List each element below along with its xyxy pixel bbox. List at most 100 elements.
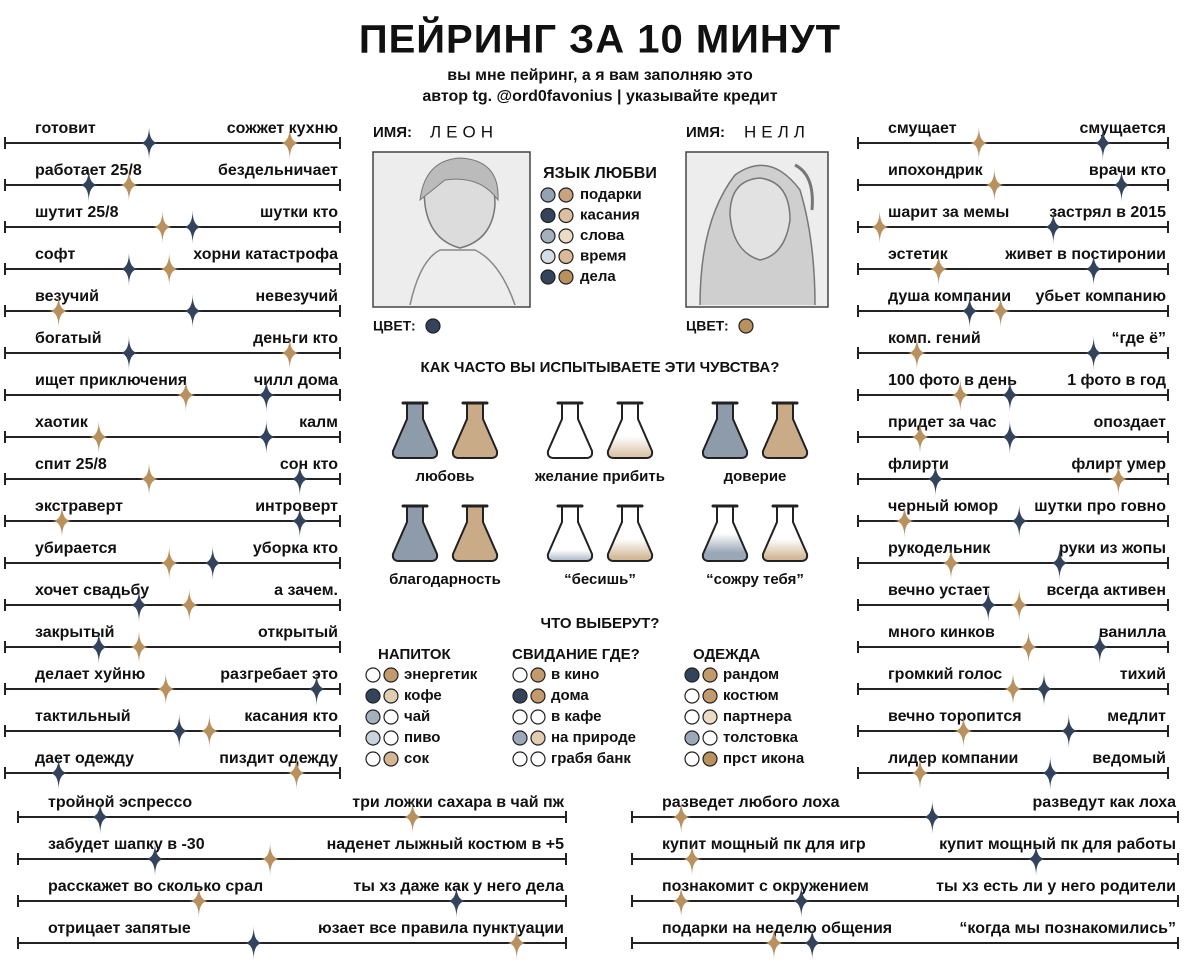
- slider-right-label: смущается: [1079, 120, 1166, 137]
- choice-group-title: ОДЕЖДА: [693, 646, 760, 663]
- nell-dot: [383, 751, 399, 767]
- color-label: ЦВЕТ:: [373, 318, 416, 334]
- choice-group-title: СВИДАНИЕ ГДЕ?: [512, 646, 640, 663]
- star: [182, 294, 203, 328]
- nell-dot: [558, 228, 574, 244]
- slider-right-label: невезучий: [256, 288, 339, 305]
- flask: [546, 505, 594, 562]
- character-color: [425, 318, 441, 334]
- star: [139, 126, 160, 160]
- slider-right-label: живет в постиронии: [1004, 246, 1166, 263]
- leon-dot: [684, 709, 700, 725]
- nell-dot: [702, 751, 718, 767]
- slider-left-label: везучий: [35, 288, 99, 305]
- choice-option: энергетик: [404, 666, 478, 683]
- star: [118, 336, 139, 370]
- feeling-label: благодарность: [389, 571, 501, 588]
- nell-dot: [558, 269, 574, 285]
- flask: [391, 402, 439, 459]
- slider-right-label: а зачем.: [274, 582, 338, 599]
- star: [941, 546, 961, 580]
- choice-option: костюм: [723, 687, 779, 704]
- star: [1018, 630, 1039, 664]
- star: [129, 630, 149, 664]
- star: [1026, 842, 1047, 876]
- star: [984, 168, 1005, 202]
- slider-right-label: три ложки сахара в чай пж: [352, 794, 564, 811]
- nell-dot: [558, 248, 574, 265]
- slider-right-label: бездельничает: [218, 162, 338, 179]
- name-label: ИМЯ:: [373, 124, 412, 141]
- star: [129, 588, 149, 622]
- star: [243, 926, 264, 960]
- star: [145, 842, 165, 876]
- slider-left-label: рукодельник: [888, 540, 991, 557]
- slider-left-label: шутит 25/8: [35, 204, 119, 221]
- slider-left-label: работает 25/8: [35, 162, 142, 179]
- choice-option: чай: [404, 708, 430, 725]
- slider-right-label: застрял в 2015: [1049, 204, 1166, 221]
- flask: [761, 505, 809, 562]
- name-label: ИМЯ:: [686, 124, 725, 141]
- slider-left-label: вечно торопится: [888, 708, 1022, 725]
- star: [306, 672, 327, 706]
- choice-option: дома: [551, 687, 589, 704]
- character-name: ЛЕОН: [430, 122, 498, 141]
- slider-left-label: отрицает запятые: [48, 920, 191, 937]
- feelings-title: КАК ЧАСТО ВЫ ИСПЫТЫВАЕТЕ ЭТИ ЧУВСТВА?: [421, 359, 780, 376]
- leon-dot: [365, 667, 381, 683]
- star: [682, 842, 703, 876]
- star: [286, 756, 307, 790]
- slider-left-label: черный юмор: [888, 498, 998, 515]
- star: [506, 926, 527, 960]
- star: [90, 800, 111, 834]
- star: [118, 168, 139, 202]
- star: [182, 210, 203, 244]
- slider-left-label: купит мощный пк для игр: [662, 836, 866, 853]
- choice-option: грабя банк: [551, 750, 631, 767]
- nell-dot: [702, 667, 718, 683]
- choice-option: кофе: [404, 687, 442, 704]
- leon-dot: [365, 688, 381, 704]
- slider-right-label: “когда мы познакомились”: [959, 920, 1176, 937]
- slider-right-label: убьет компанию: [1035, 288, 1166, 305]
- feeling-label: желание прибить: [534, 468, 665, 485]
- leon-dot: [684, 667, 700, 683]
- nell-dot: [530, 730, 546, 746]
- leon-dot: [684, 730, 700, 746]
- slider-left-label: ищет приключения: [35, 372, 187, 389]
- slider-left-label: хочет свадьбу: [35, 582, 149, 599]
- choice-option: на природе: [551, 729, 636, 746]
- star: [289, 504, 310, 538]
- leon-dot: [365, 709, 381, 725]
- slider-left-label: софт: [35, 246, 75, 263]
- leon-dot: [540, 248, 556, 265]
- slider-left-label: спит 25/8: [35, 456, 107, 473]
- star: [1009, 504, 1030, 538]
- slider-left-label: флирти: [888, 456, 949, 473]
- star: [48, 294, 69, 328]
- choice-option: пиво: [404, 729, 440, 746]
- star: [256, 378, 277, 412]
- slider-right-label: “где ё”: [1112, 330, 1166, 347]
- leon-dot: [684, 751, 700, 767]
- love-item: слова: [580, 227, 625, 244]
- star: [763, 926, 784, 960]
- nell-dot: [558, 187, 574, 203]
- slider-right-label: касания кто: [244, 708, 338, 725]
- star: [155, 672, 176, 706]
- choice-option: сок: [404, 750, 430, 767]
- slider-left-label: громкий голос: [888, 666, 1002, 683]
- star: [159, 252, 180, 286]
- choice-option: толстовка: [723, 729, 799, 746]
- star: [1092, 126, 1113, 160]
- star: [199, 714, 220, 748]
- star: [671, 800, 692, 834]
- star: [1083, 336, 1104, 370]
- feeling-label: любовь: [415, 468, 474, 485]
- star: [950, 378, 971, 412]
- choice-group-title: НАПИТОК: [378, 646, 451, 663]
- slider-right-label: ведомый: [1092, 750, 1166, 767]
